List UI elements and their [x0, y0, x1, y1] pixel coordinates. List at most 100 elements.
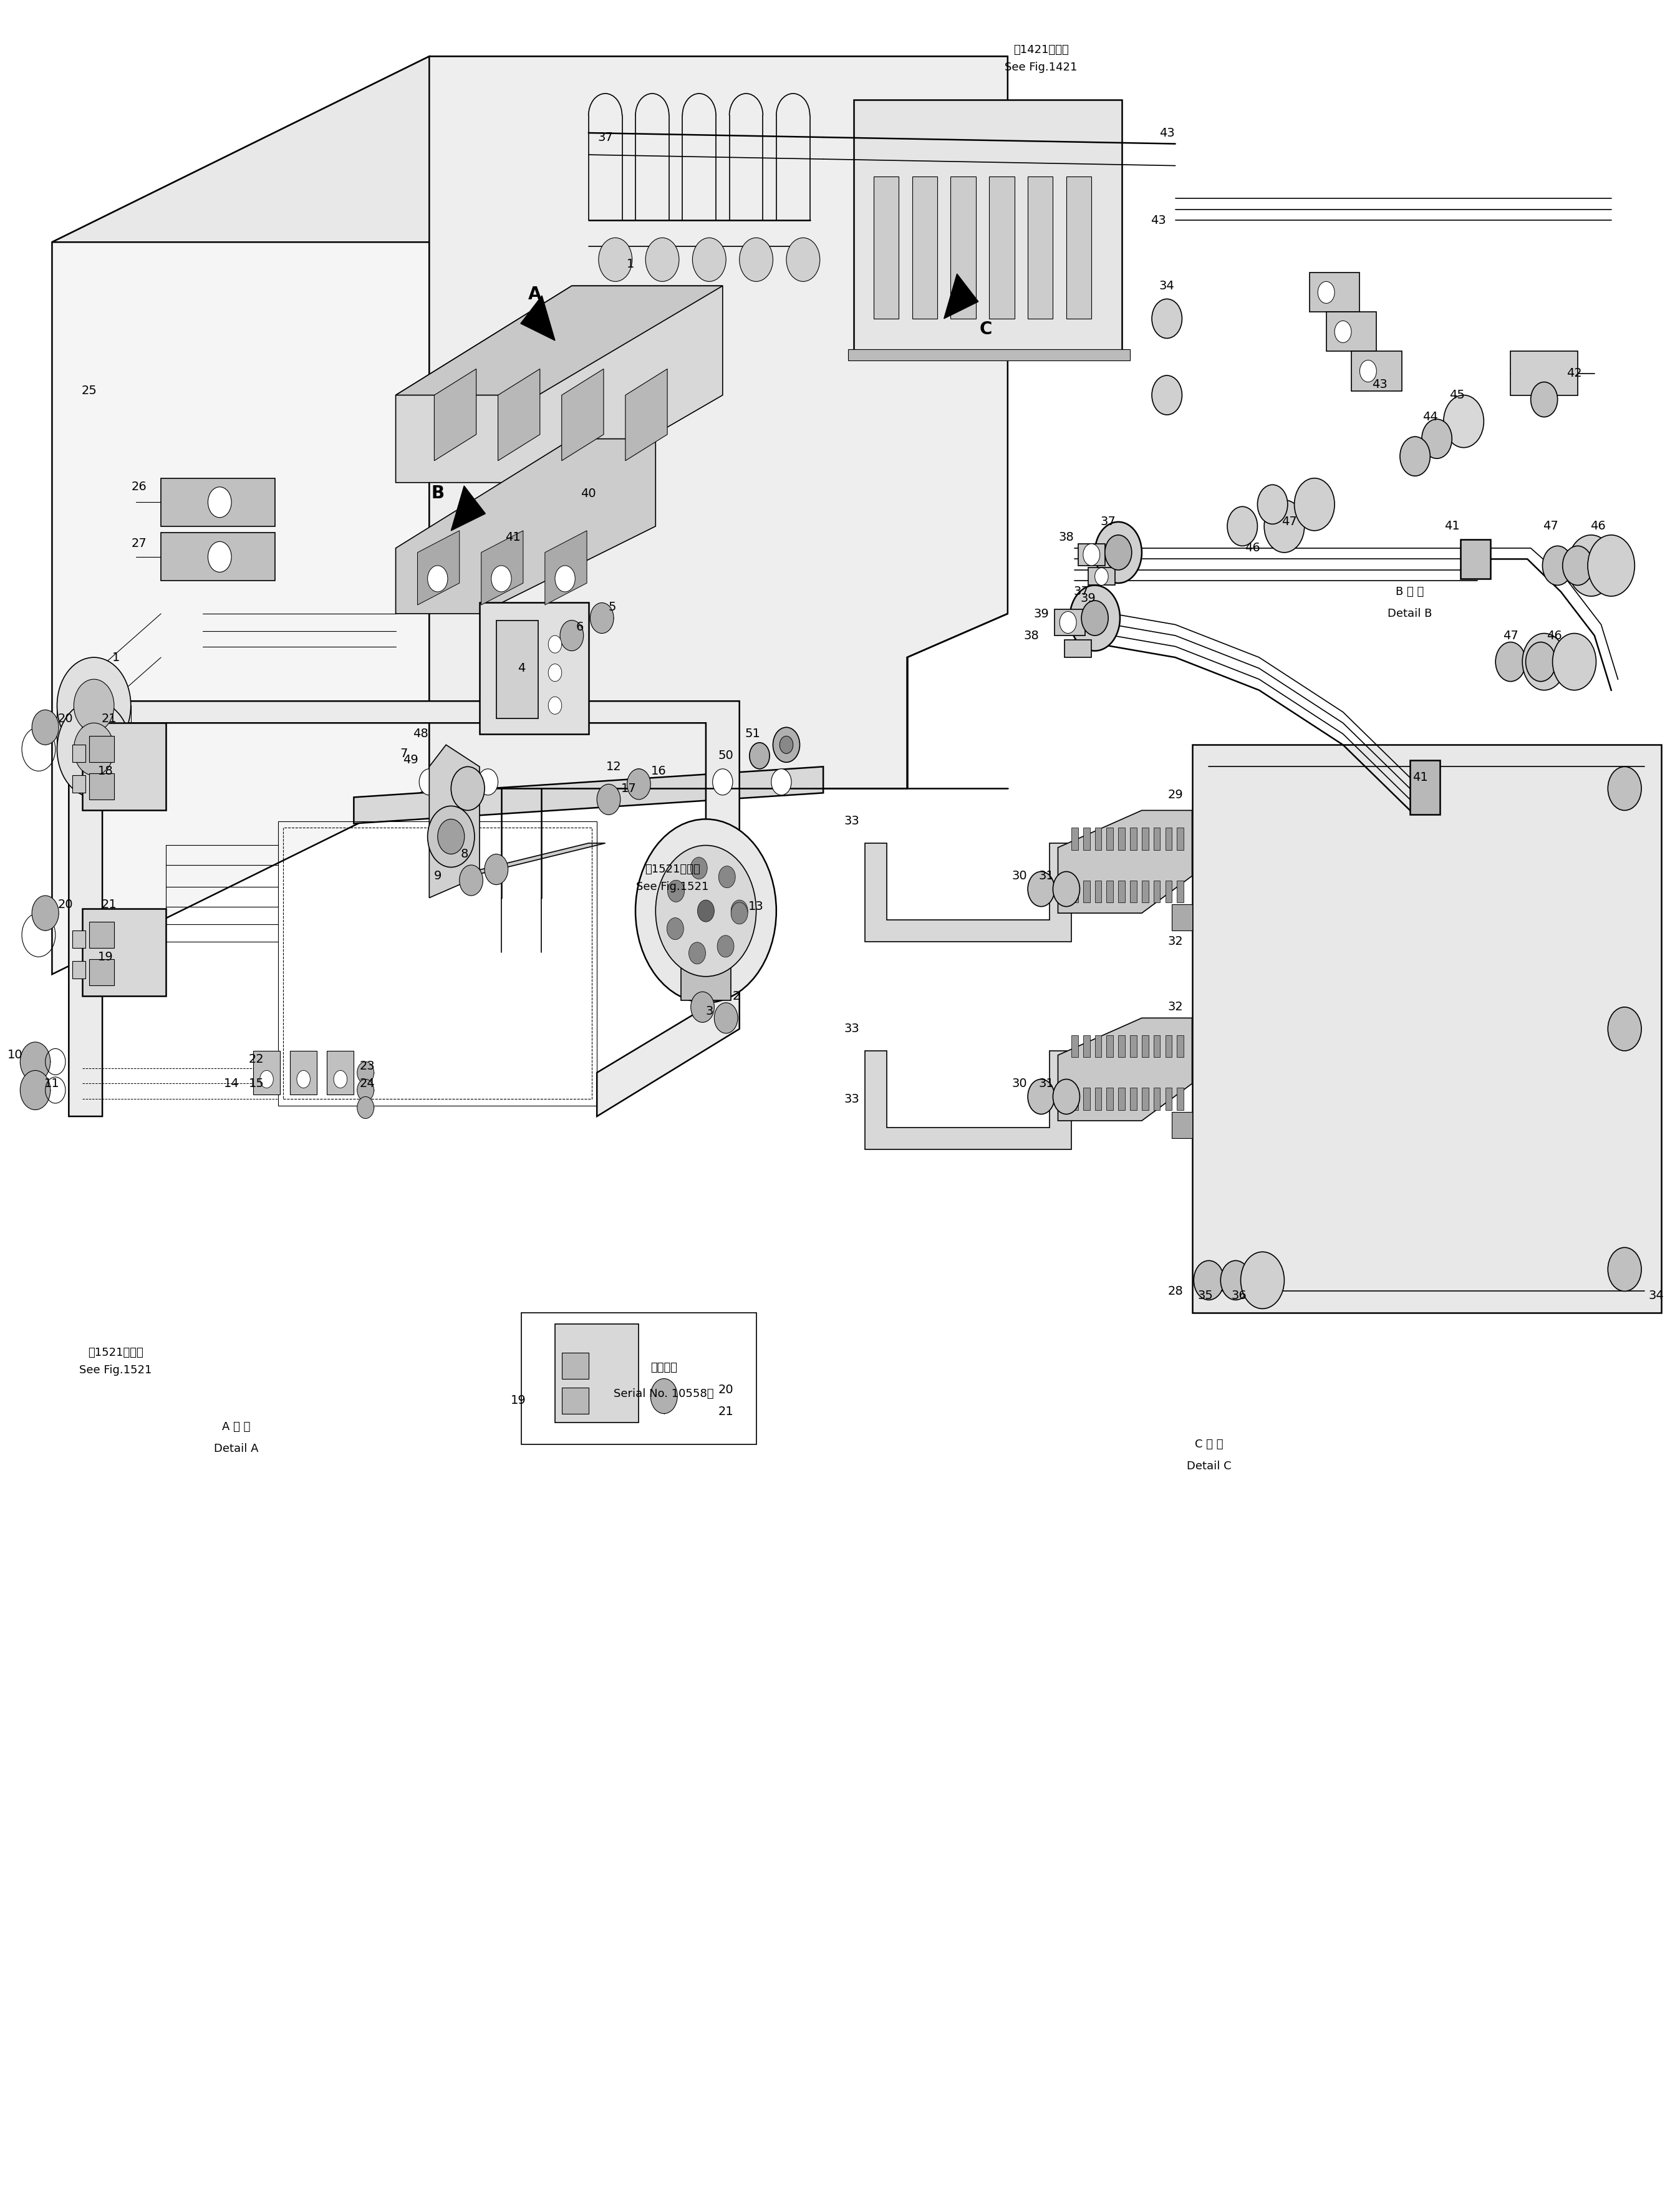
- Text: 29: 29: [1168, 790, 1183, 801]
- Text: 37: 37: [1100, 517, 1116, 528]
- Polygon shape: [69, 700, 739, 1116]
- Circle shape: [358, 1079, 375, 1101]
- Bar: [328, 1051, 354, 1094]
- Bar: [254, 1051, 281, 1094]
- Circle shape: [712, 768, 732, 795]
- Circle shape: [650, 1379, 677, 1414]
- Bar: [1119, 1035, 1126, 1057]
- Text: 33: 33: [843, 1022, 860, 1035]
- Polygon shape: [354, 766, 823, 823]
- Bar: [1119, 880, 1126, 902]
- Text: Detail B: Detail B: [1388, 609, 1433, 619]
- Circle shape: [627, 768, 650, 799]
- Bar: [1178, 1088, 1184, 1110]
- Polygon shape: [450, 486, 486, 530]
- Circle shape: [32, 709, 59, 744]
- Text: 37: 37: [1074, 587, 1089, 598]
- Text: 41: 41: [1413, 773, 1428, 784]
- Circle shape: [459, 865, 482, 895]
- Bar: [1107, 880, 1114, 902]
- Circle shape: [484, 854, 507, 884]
- Polygon shape: [418, 530, 459, 604]
- Bar: [1095, 1088, 1102, 1110]
- Circle shape: [1552, 633, 1596, 690]
- Bar: [1084, 1088, 1090, 1110]
- Circle shape: [420, 768, 438, 795]
- Circle shape: [1221, 1261, 1250, 1300]
- Text: 3: 3: [706, 1005, 712, 1018]
- Polygon shape: [561, 370, 603, 460]
- Polygon shape: [52, 57, 430, 974]
- Bar: [1095, 880, 1102, 902]
- Text: 適用号機: 適用号機: [650, 1362, 677, 1373]
- Bar: [1072, 1088, 1079, 1110]
- Text: 28: 28: [1168, 1285, 1183, 1298]
- Circle shape: [1334, 322, 1351, 344]
- Bar: [1095, 1035, 1102, 1057]
- Bar: [72, 744, 86, 762]
- Text: 8: 8: [460, 847, 469, 860]
- Bar: [853, 101, 1122, 352]
- Text: 32: 32: [1168, 935, 1183, 948]
- Circle shape: [731, 902, 748, 924]
- Bar: [561, 1353, 588, 1379]
- Circle shape: [1525, 641, 1556, 681]
- Bar: [1119, 827, 1126, 849]
- Text: 39: 39: [1033, 609, 1048, 619]
- Text: C 詳 細: C 詳 細: [1194, 1438, 1223, 1449]
- Circle shape: [717, 935, 734, 957]
- Bar: [1178, 827, 1184, 849]
- Circle shape: [1053, 871, 1080, 906]
- Circle shape: [437, 819, 464, 854]
- Bar: [1166, 880, 1173, 902]
- Text: 37: 37: [598, 131, 613, 142]
- Text: 51: 51: [744, 729, 761, 740]
- Text: 38: 38: [1058, 532, 1074, 543]
- Text: 47: 47: [1282, 517, 1297, 528]
- Text: 43: 43: [1151, 215, 1166, 225]
- Circle shape: [1562, 545, 1593, 584]
- Circle shape: [491, 565, 511, 591]
- Polygon shape: [865, 1051, 1072, 1149]
- Circle shape: [358, 1062, 375, 1084]
- Text: 10: 10: [7, 1049, 24, 1062]
- Text: 第1521図参照: 第1521図参照: [87, 1346, 143, 1357]
- Text: 1: 1: [113, 652, 119, 663]
- Circle shape: [1242, 1252, 1284, 1309]
- Circle shape: [1317, 282, 1334, 304]
- Polygon shape: [396, 287, 722, 396]
- Text: 46: 46: [1245, 543, 1260, 554]
- Text: 30: 30: [1011, 1077, 1026, 1090]
- Bar: [1072, 827, 1079, 849]
- Polygon shape: [1058, 810, 1193, 913]
- Text: 31: 31: [1038, 1077, 1053, 1090]
- Text: B: B: [432, 484, 444, 501]
- Polygon shape: [1058, 1018, 1193, 1121]
- Text: 50: 50: [719, 751, 734, 762]
- Circle shape: [1608, 1248, 1641, 1292]
- Text: 18: 18: [97, 766, 113, 777]
- Circle shape: [208, 541, 232, 571]
- Bar: [1460, 538, 1490, 578]
- Text: C: C: [979, 322, 993, 339]
- Bar: [1107, 827, 1114, 849]
- Circle shape: [548, 635, 561, 652]
- Bar: [82, 722, 166, 810]
- Bar: [1178, 1035, 1184, 1057]
- Text: 43: 43: [1159, 127, 1174, 138]
- Text: 20: 20: [719, 1383, 734, 1394]
- Text: 25: 25: [81, 385, 97, 396]
- Circle shape: [32, 895, 59, 930]
- Bar: [1084, 880, 1090, 902]
- Bar: [1154, 880, 1161, 902]
- Text: 第1421図参照: 第1421図参照: [1013, 44, 1068, 55]
- Bar: [1119, 1088, 1126, 1110]
- Bar: [1142, 880, 1149, 902]
- Bar: [1079, 543, 1105, 565]
- Bar: [284, 827, 591, 1099]
- Circle shape: [1095, 521, 1142, 582]
- Text: 27: 27: [131, 538, 146, 549]
- Bar: [1084, 1035, 1090, 1057]
- Circle shape: [1082, 600, 1109, 635]
- Bar: [1166, 1088, 1173, 1110]
